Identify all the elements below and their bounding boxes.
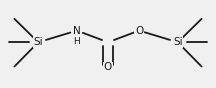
Text: O: O [104,62,112,72]
Text: N: N [73,26,81,36]
Text: Si: Si [33,37,43,47]
Text: O: O [135,26,143,36]
Text: Si: Si [173,37,183,47]
Text: H: H [73,37,80,46]
